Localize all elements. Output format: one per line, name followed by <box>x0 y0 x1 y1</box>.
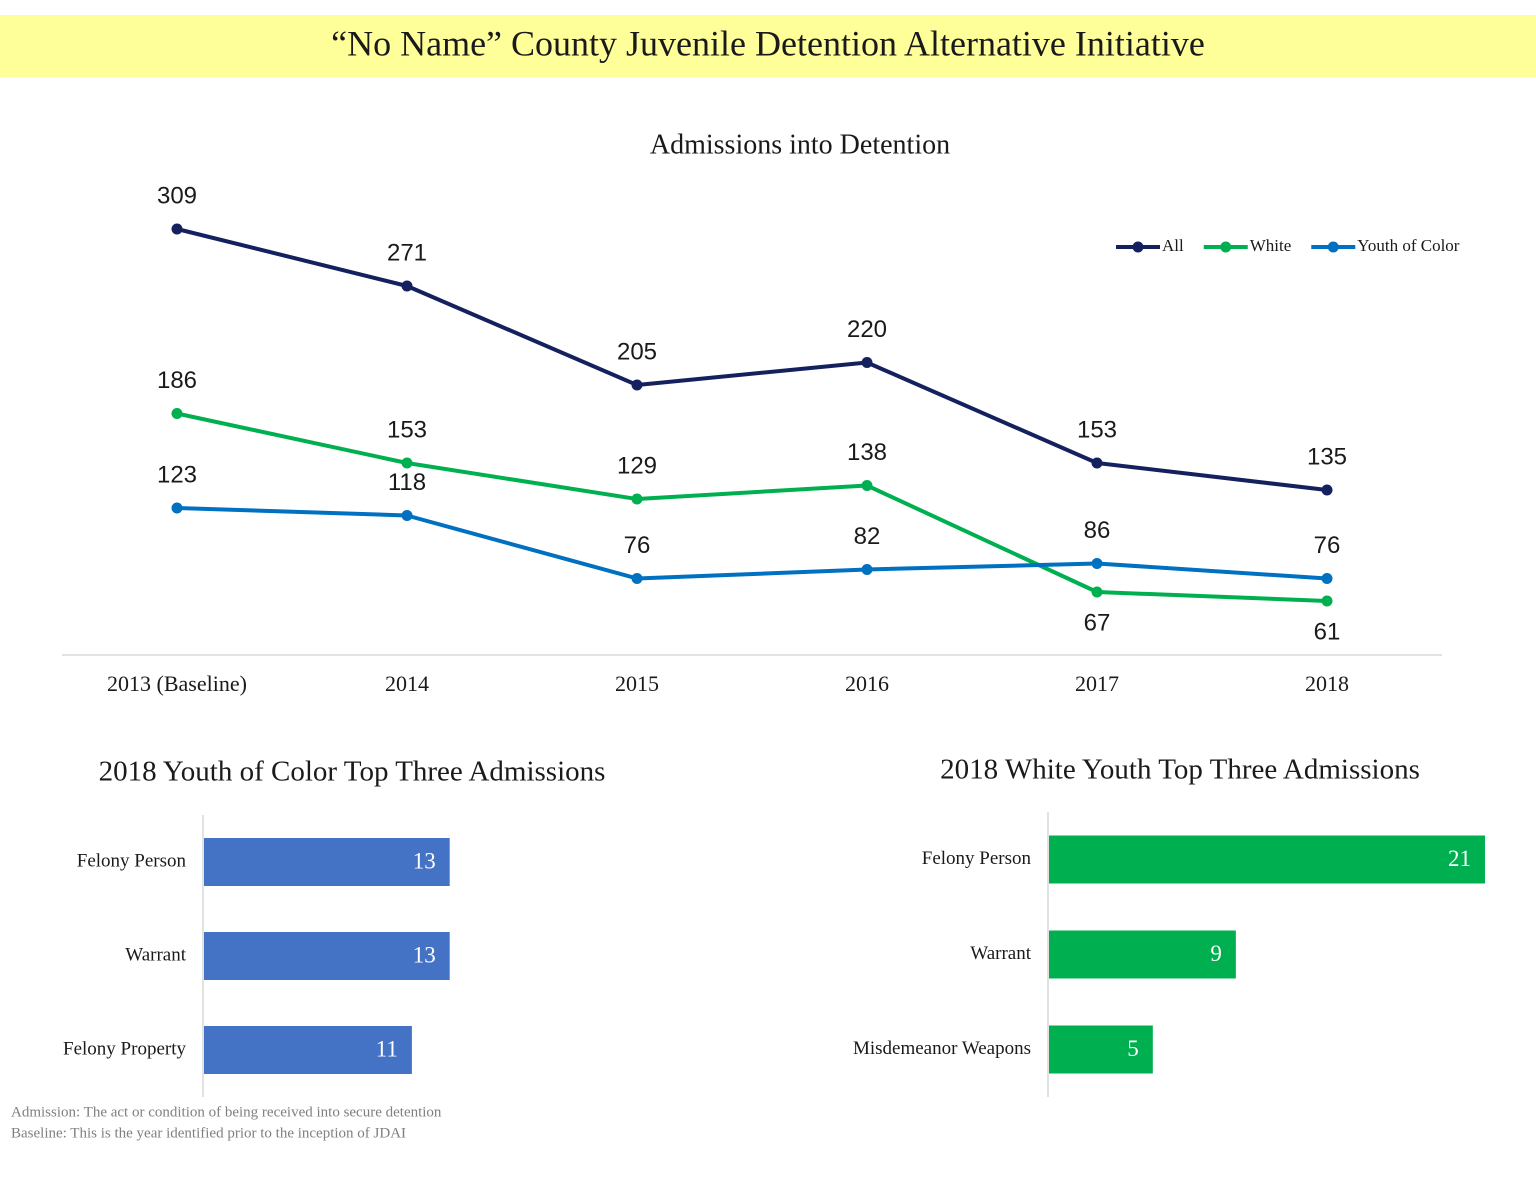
x-tick-label: 2018 <box>1305 671 1349 696</box>
point <box>401 510 413 521</box>
x-tick-label: 2015 <box>615 671 659 696</box>
data-label: 123 <box>157 461 197 488</box>
data-label: 61 <box>1314 618 1341 645</box>
legend-label: All <box>1162 236 1184 255</box>
category-label: Misdemeanor Weapons <box>853 1038 1031 1059</box>
x-tick-label: 2017 <box>1075 671 1119 696</box>
point <box>631 493 643 505</box>
data-label: 129 <box>617 452 657 479</box>
data-label: 309 <box>157 182 197 209</box>
data-label: 76 <box>1314 532 1341 559</box>
point <box>171 223 183 235</box>
legend-marker <box>1132 241 1144 253</box>
data-label: 67 <box>1084 609 1111 636</box>
data-label: 5 <box>1127 1036 1139 1061</box>
note: Baseline: This is the year identified pr… <box>11 1125 406 1141</box>
data-label: 205 <box>617 338 657 365</box>
data-label: 76 <box>624 532 651 559</box>
point <box>401 457 413 469</box>
point <box>1321 484 1333 496</box>
chart-title: 2018 Youth of Color Top Three Admissions <box>99 756 606 788</box>
data-label: 135 <box>1307 443 1347 470</box>
point <box>861 564 873 575</box>
point <box>171 502 183 514</box>
category-label: Warrant <box>125 944 186 965</box>
x-tick-label: 2016 <box>845 671 889 696</box>
data-label: 153 <box>1077 416 1117 443</box>
chart-title: Admissions into Detention <box>650 129 950 160</box>
data-label: 13 <box>413 848 436 873</box>
data-label: 118 <box>388 469 426 496</box>
point <box>861 480 873 491</box>
point <box>631 379 643 391</box>
bar <box>1049 835 1485 884</box>
legend-label: White <box>1250 236 1292 255</box>
title-band <box>0 15 1536 77</box>
legend-label: Youth of Color <box>1357 236 1460 255</box>
bar <box>1049 1025 1153 1074</box>
point <box>1091 558 1103 569</box>
bar <box>1049 930 1236 979</box>
category-label: Warrant <box>970 943 1031 964</box>
note: Admission: The act or condition of being… <box>11 1104 442 1120</box>
x-tick-label: 2014 <box>385 671 429 696</box>
legend-marker <box>1327 241 1339 253</box>
chart-title: 2018 White Youth Top Three Admissions <box>940 754 1420 786</box>
data-label: 220 <box>847 316 887 343</box>
data-label: 11 <box>376 1036 398 1061</box>
category-label: Felony Person <box>922 848 1032 869</box>
data-label: 82 <box>854 523 881 550</box>
point <box>171 408 183 419</box>
legend-marker <box>1220 241 1232 253</box>
data-label: 21 <box>1448 846 1471 871</box>
point <box>1321 573 1333 584</box>
point <box>1321 595 1333 607</box>
page-title: “No Name” County Juvenile Detention Alte… <box>331 23 1205 63</box>
category-label: Felony Person <box>77 850 187 871</box>
bar <box>204 838 450 886</box>
bar <box>204 932 450 980</box>
data-label: 271 <box>387 239 427 266</box>
data-label: 13 <box>413 942 436 967</box>
category-label: Felony Property <box>63 1038 186 1059</box>
point <box>861 357 873 368</box>
point <box>1091 586 1103 598</box>
point <box>631 573 643 584</box>
series-line <box>176 506 1328 581</box>
data-label: 9 <box>1210 941 1222 966</box>
series-line <box>176 411 1328 603</box>
data-label: 153 <box>387 416 427 443</box>
data-label: 86 <box>1084 517 1111 544</box>
point <box>1091 457 1103 469</box>
bar <box>204 1026 412 1074</box>
data-label: 138 <box>847 439 887 466</box>
series-line <box>176 227 1328 492</box>
point <box>401 280 413 292</box>
data-label: 186 <box>157 367 197 394</box>
x-tick-label: 2013 (Baseline) <box>107 671 247 696</box>
